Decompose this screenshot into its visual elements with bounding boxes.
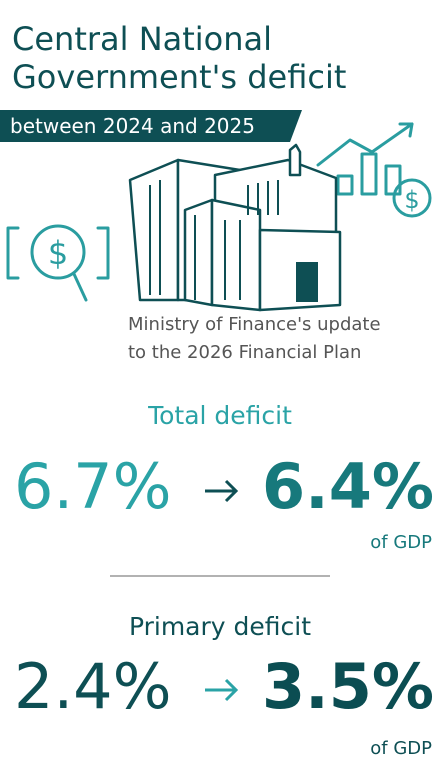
title-line: Central National bbox=[12, 20, 272, 58]
section-title: Total deficit bbox=[147, 401, 292, 430]
banner bbox=[0, 110, 302, 142]
banner-text: between 2024 and 2025 bbox=[10, 114, 255, 138]
value-to: 6.4% bbox=[262, 450, 434, 523]
unit: of GDP bbox=[370, 532, 432, 553]
svg-text:$: $ bbox=[48, 234, 68, 272]
arrow bbox=[205, 678, 239, 702]
title-line: Government's deficit bbox=[12, 58, 346, 96]
value-to: 3.5% bbox=[262, 650, 434, 723]
unit: of GDP bbox=[370, 738, 432, 759]
illustration: $ $ bbox=[6, 122, 432, 312]
caption-line: to the 2026 Financial Plan bbox=[128, 342, 361, 363]
svg-text:$: $ bbox=[404, 186, 419, 214]
value-from: 6.7% bbox=[14, 450, 172, 523]
value-from: 2.4% bbox=[14, 650, 172, 723]
section-title: Primary deficit bbox=[129, 612, 311, 641]
caption-line: Ministry of Finance's update bbox=[128, 314, 381, 335]
arrow bbox=[205, 479, 239, 503]
